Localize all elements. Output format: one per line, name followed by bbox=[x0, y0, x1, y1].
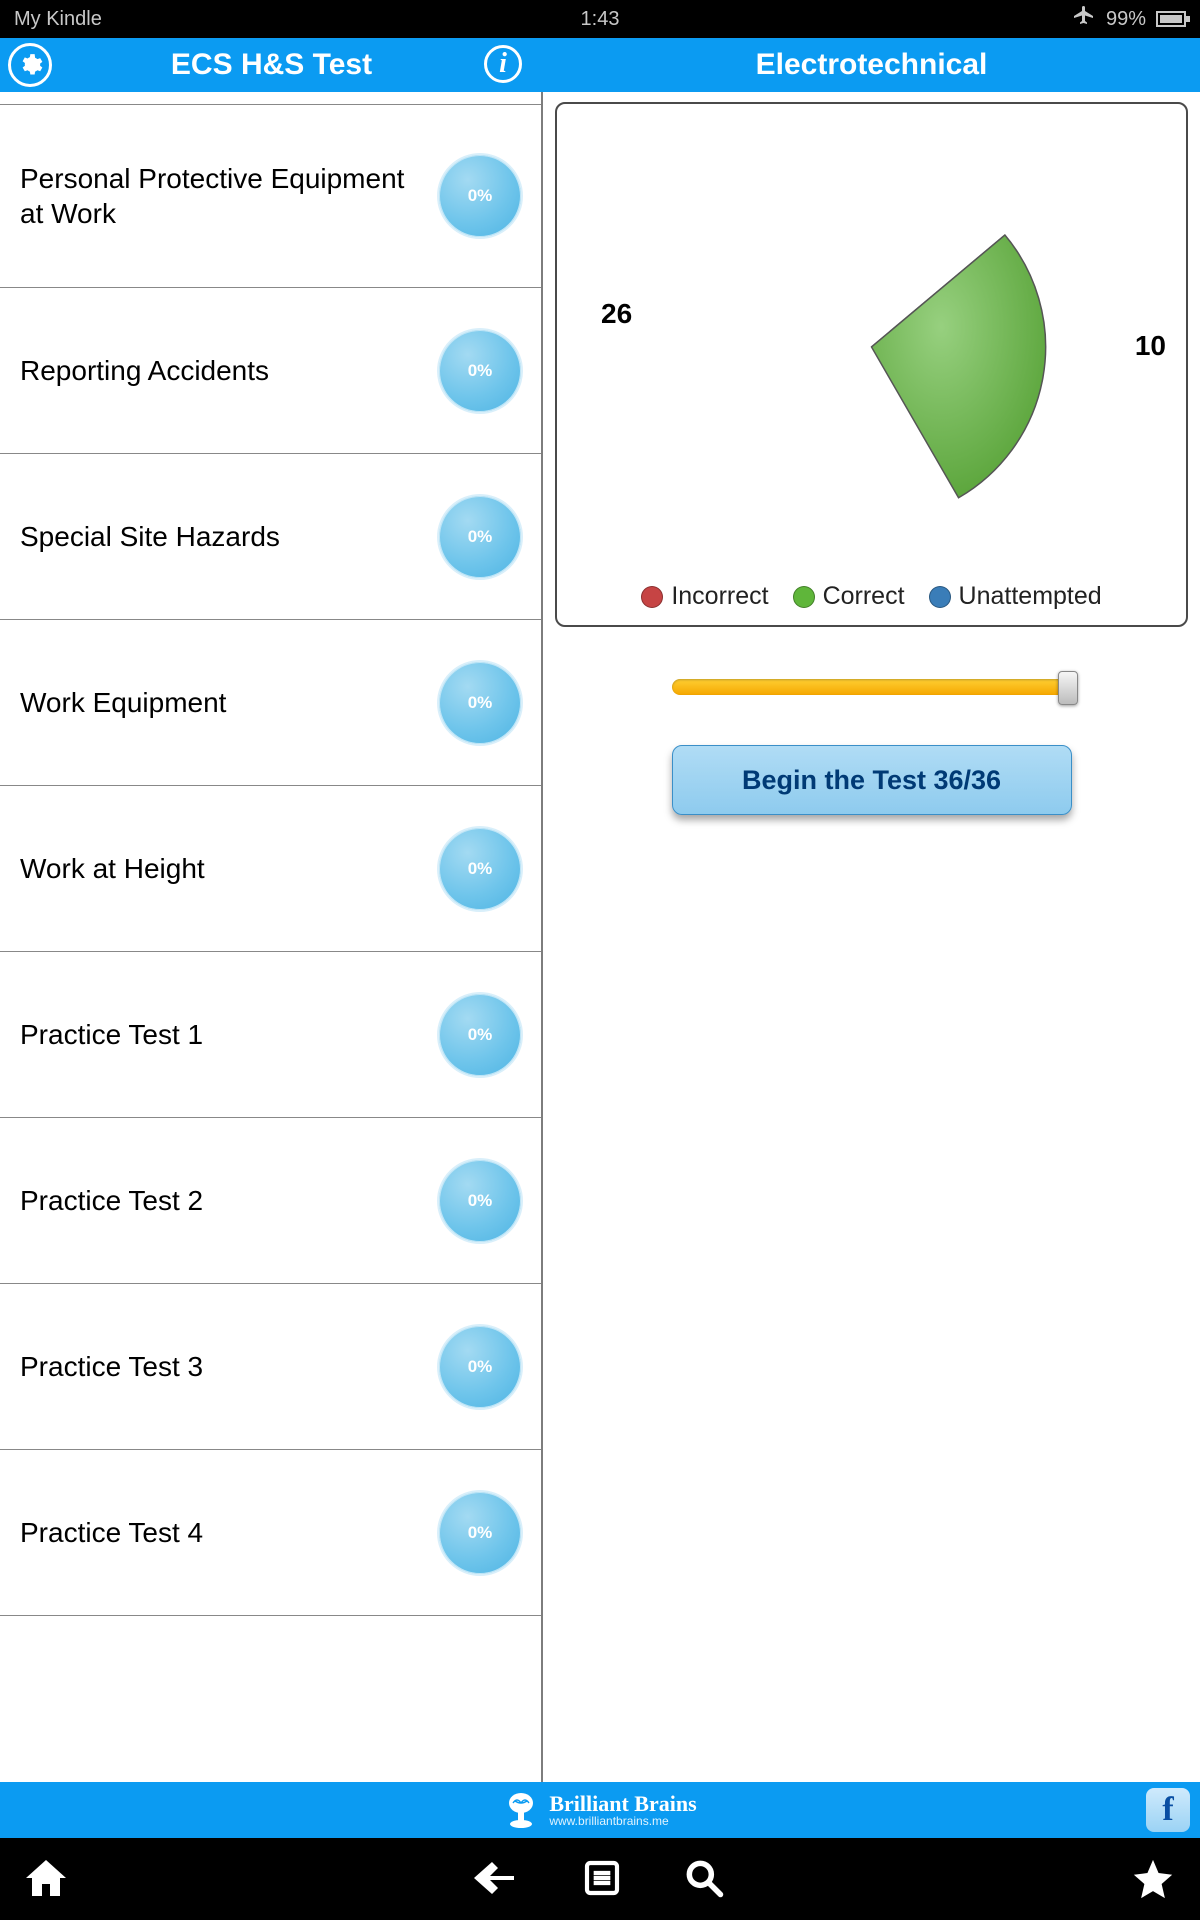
progress-badge: 0% bbox=[437, 494, 523, 580]
brand-url: www.brilliantbrains.me bbox=[549, 1815, 696, 1827]
battery-percent: 99% bbox=[1106, 8, 1146, 31]
facebook-button[interactable]: f bbox=[1146, 1788, 1190, 1832]
home-button[interactable] bbox=[22, 1854, 70, 1907]
topic-label: Practice Test 1 bbox=[20, 1017, 437, 1052]
topic-row[interactable]: Practice Test 4 0% bbox=[0, 1450, 541, 1616]
settings-button[interactable] bbox=[8, 43, 52, 87]
legend-item-correct: Correct bbox=[793, 582, 905, 611]
favorites-button[interactable] bbox=[1130, 1856, 1176, 1907]
status-bar: My Kindle 1:43 99% bbox=[0, 0, 1200, 38]
topic-label: Work at Height bbox=[20, 851, 437, 886]
topic-row[interactable]: Special Site Hazards 0% bbox=[0, 454, 541, 620]
pie-value-correct: 10 bbox=[1135, 330, 1166, 362]
progress-badge: 0% bbox=[437, 1490, 523, 1576]
legend-label: Incorrect bbox=[671, 582, 768, 611]
brand-bar: Brilliant Brains www.brilliantbrains.me … bbox=[0, 1782, 1200, 1838]
header-bar: ECS H&S Test i Electrotechnical bbox=[0, 38, 1200, 92]
topic-row[interactable]: Personal Protective Equipment at Work 0% bbox=[0, 104, 541, 288]
brand-name: Brilliant Brains bbox=[549, 1793, 696, 1815]
search-button[interactable] bbox=[682, 1856, 726, 1905]
system-nav-bar bbox=[0, 1838, 1200, 1920]
gear-icon bbox=[17, 52, 43, 78]
search-icon bbox=[682, 1856, 726, 1900]
topic-label: Special Site Hazards bbox=[20, 519, 437, 554]
legend-label: Correct bbox=[823, 582, 905, 611]
results-panel: 26 10 Incorrect Correct Unattempted bbox=[543, 92, 1200, 1782]
topic-label: Practice Test 2 bbox=[20, 1183, 437, 1218]
back-button[interactable] bbox=[474, 1854, 522, 1907]
info-button[interactable]: i bbox=[484, 45, 522, 83]
battery-icon bbox=[1156, 11, 1186, 27]
header-right-title: Electrotechnical bbox=[543, 48, 1200, 82]
legend-dot bbox=[641, 586, 663, 608]
progress-badge: 0% bbox=[437, 153, 523, 239]
home-icon bbox=[22, 1854, 70, 1902]
statusbar-left-label: My Kindle bbox=[14, 8, 102, 31]
topic-label: Reporting Accidents bbox=[20, 353, 437, 388]
topic-list: Personal Protective Equipment at Work 0%… bbox=[0, 92, 543, 1782]
progress-badge: 0% bbox=[437, 826, 523, 912]
question-count-slider[interactable] bbox=[672, 673, 1072, 701]
pie-value-incorrect: 26 bbox=[601, 298, 632, 330]
back-arrow-icon bbox=[474, 1854, 522, 1902]
progress-badge: 0% bbox=[437, 992, 523, 1078]
legend-item-incorrect: Incorrect bbox=[641, 582, 768, 611]
topic-label: Practice Test 3 bbox=[20, 1349, 437, 1384]
begin-test-button[interactable]: Begin the Test 36/36 bbox=[672, 745, 1072, 815]
airplane-mode-icon bbox=[1072, 4, 1096, 34]
topic-label: Practice Test 4 bbox=[20, 1515, 437, 1550]
slider-thumb[interactable] bbox=[1058, 671, 1078, 705]
statusbar-time: 1:43 bbox=[581, 8, 620, 31]
pie-chart: 26 10 bbox=[573, 124, 1170, 554]
progress-badge: 0% bbox=[437, 328, 523, 414]
brand-logo[interactable]: Brilliant Brains www.brilliantbrains.me bbox=[503, 1790, 696, 1830]
menu-icon bbox=[582, 1858, 622, 1898]
topic-row[interactable]: Work at Height 0% bbox=[0, 786, 541, 952]
progress-badge: 0% bbox=[437, 1158, 523, 1244]
topic-row[interactable]: Work Equipment 0% bbox=[0, 620, 541, 786]
info-icon: i bbox=[484, 45, 522, 83]
chart-card: 26 10 Incorrect Correct Unattempted bbox=[555, 102, 1188, 627]
legend-dot bbox=[929, 586, 951, 608]
topic-label: Personal Protective Equipment at Work bbox=[20, 161, 437, 231]
chart-legend: Incorrect Correct Unattempted bbox=[573, 554, 1170, 611]
topic-row[interactable]: Practice Test 1 0% bbox=[0, 952, 541, 1118]
legend-item-unattempted: Unattempted bbox=[929, 582, 1102, 611]
menu-button[interactable] bbox=[582, 1858, 622, 1903]
slider-track bbox=[672, 679, 1072, 695]
header-left-title: ECS H&S Test bbox=[0, 48, 543, 82]
progress-badge: 0% bbox=[437, 1324, 523, 1410]
topic-row[interactable]: Reporting Accidents 0% bbox=[0, 288, 541, 454]
star-icon bbox=[1130, 1856, 1176, 1902]
progress-badge: 0% bbox=[437, 660, 523, 746]
topic-row[interactable]: Practice Test 2 0% bbox=[0, 1118, 541, 1284]
topic-label: Work Equipment bbox=[20, 685, 437, 720]
topic-row[interactable]: Practice Test 3 0% bbox=[0, 1284, 541, 1450]
main-content: Personal Protective Equipment at Work 0%… bbox=[0, 92, 1200, 1782]
legend-label: Unattempted bbox=[959, 582, 1102, 611]
legend-dot bbox=[793, 586, 815, 608]
brain-icon bbox=[503, 1790, 539, 1830]
